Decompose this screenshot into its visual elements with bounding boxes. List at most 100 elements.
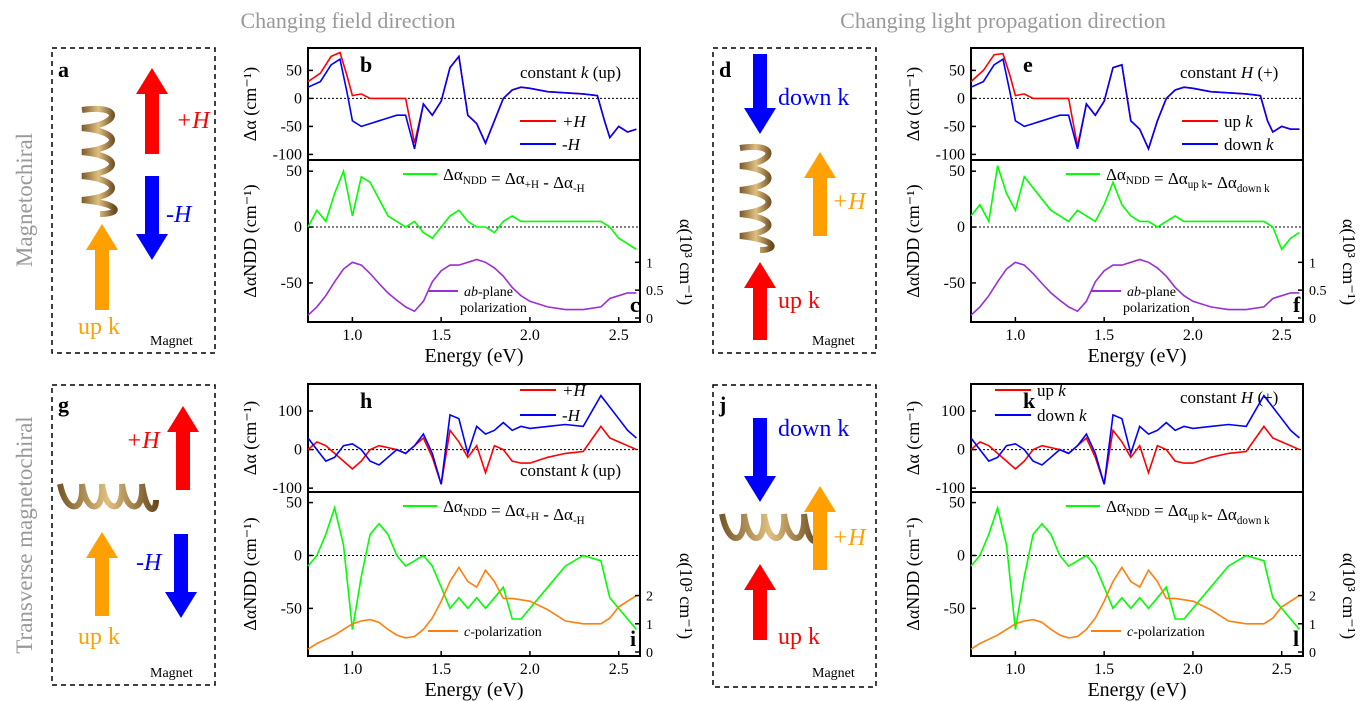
- y-tick-label: -50: [944, 275, 965, 292]
- header-left: Changing field direction: [240, 8, 455, 33]
- ndd-annotation-part: - Δα: [1207, 173, 1237, 192]
- field-minus-label: -H: [136, 550, 163, 576]
- helix-icon: [81, 105, 118, 217]
- annotation-b: constant k (up): [520, 63, 621, 82]
- annotation-h: constant k (up): [520, 461, 621, 480]
- arrow-down-icon: [136, 176, 168, 260]
- panel-letter-e: e: [1023, 52, 1033, 77]
- alpha-axis-label: α(10³ cm⁻¹): [675, 553, 696, 639]
- legend-label: +H: [562, 381, 587, 400]
- schematic-j: j down k +H up k Magnet: [712, 384, 877, 688]
- polarization-label-part: -polarization: [1133, 625, 1205, 640]
- arrow-up-icon: [804, 486, 836, 570]
- ndd-annotation-part: -H: [573, 515, 585, 527]
- ndd-annotation-part: Δα: [1106, 165, 1126, 184]
- k-label: up k: [78, 624, 120, 650]
- alpha-tick-label: 2: [1309, 590, 1316, 605]
- alpha-tick-label: 0: [646, 312, 653, 327]
- panel-letter-b: b: [360, 52, 372, 77]
- series-line-h: [307, 425, 637, 485]
- panel-letter-h: h: [360, 388, 372, 413]
- ndd-annotation-part: - Δα: [539, 505, 573, 524]
- x-tick-label: 1.0: [1005, 327, 1025, 344]
- y-tick-label: -50: [281, 600, 302, 617]
- schematic-a: a +H -H up k Magnet: [51, 47, 216, 354]
- panel-letter-g: g: [58, 392, 69, 417]
- chart-bc: -100 -50 0 50 b constant k (up) +H -H Δα (cm⁻¹) -…: [240, 47, 696, 367]
- plot-frame-f: [970, 159, 1304, 323]
- legend-label: up k: [1037, 381, 1066, 400]
- ndd-annotation-part: = Δα: [1150, 169, 1188, 188]
- panel-letter-i: i: [630, 626, 636, 651]
- legend-label-part: k: [1079, 406, 1087, 425]
- series-line-h: [307, 394, 637, 485]
- series-line-ndd: [307, 504, 638, 631]
- annotation-k: constant H (+): [1180, 388, 1278, 407]
- x-tick-label: 1.5: [1094, 327, 1114, 344]
- polarization-label: ab-plane: [1127, 285, 1176, 300]
- alpha-tick-label: 2: [646, 590, 653, 605]
- k-up-label: up k: [778, 288, 820, 314]
- annotation-b-part: (up): [588, 63, 621, 82]
- ndd-annotation-part: down k: [1237, 515, 1270, 527]
- alpha-axis-label: α(10³ cm⁻¹): [675, 219, 696, 305]
- polarization-label-part: c: [1127, 625, 1134, 640]
- polarization-label: polarization: [1123, 301, 1190, 316]
- annotation-h-part: (up): [588, 461, 621, 480]
- y-tick-label: -100: [273, 480, 302, 497]
- header-right: Changing light propagation direction: [840, 8, 1166, 33]
- annotation-b-part: k: [581, 63, 589, 82]
- polarization-label: c-polarization: [1127, 625, 1205, 640]
- polarization-label-part: -plane: [1141, 285, 1176, 300]
- legend-label: up k: [1224, 112, 1253, 131]
- ndd-annotation-part: +H: [525, 179, 539, 191]
- y-tick-label: -100: [936, 146, 965, 163]
- y-tick-label: 50: [286, 495, 302, 512]
- ndd-annotation: ΔαNDD = Δαup k- Δαdown k: [1106, 497, 1270, 527]
- y-tick-label: 0: [957, 90, 965, 107]
- arrow-up-icon: [744, 262, 776, 340]
- y-tick-label: 0: [957, 219, 965, 236]
- x-tick-label: 2.5: [1272, 661, 1292, 678]
- ndd-annotation: ΔαNDD = Δα+H - Δα-H: [443, 165, 585, 195]
- y-tick-label: 0: [957, 442, 965, 459]
- series-line-ndd: [970, 165, 1300, 251]
- polarization-label-part: -plane: [478, 285, 513, 300]
- panel-letter-c: c: [630, 292, 640, 317]
- arrow-up-icon: [136, 68, 168, 154]
- plot-frame-c: [307, 159, 641, 323]
- panel-letter-f: f: [1293, 292, 1301, 317]
- x-axis-label: Energy (eV): [424, 679, 523, 701]
- magnet-label: Magnet: [150, 666, 193, 681]
- annotation-e-part: H: [1240, 63, 1255, 82]
- ndd-annotation-part: NDD: [463, 175, 487, 187]
- ndd-annotation-part: +H: [525, 511, 539, 523]
- y-tick-label: 50: [949, 62, 965, 79]
- y-axis-label: ΔαNDD (cm⁻¹): [903, 184, 924, 297]
- field-plus-label: +H: [126, 428, 161, 454]
- alpha-tick-label: 0: [1309, 312, 1316, 327]
- y-tick-label: -50: [281, 118, 302, 135]
- y-axis-label: Δα (cm⁻¹): [903, 67, 924, 141]
- ndd-annotation-part: = Δα: [1150, 501, 1188, 520]
- series-line-k: [970, 394, 1300, 485]
- ndd-annotation-part: Δα: [443, 497, 463, 516]
- arrow-up-icon: [86, 532, 118, 616]
- alpha-tick-label: 1: [1309, 256, 1316, 271]
- legend-label: -H: [562, 135, 582, 154]
- y-tick-label: 0: [294, 90, 302, 107]
- y-axis-label: Δα (cm⁻¹): [240, 67, 261, 141]
- x-tick-label: 1.0: [1005, 661, 1025, 678]
- annotation-b-part: constant: [520, 63, 581, 82]
- y-tick-label: -50: [944, 600, 965, 617]
- legend-label-part: k: [1058, 381, 1066, 400]
- x-axis-label: Energy (eV): [424, 345, 523, 367]
- ndd-annotation: ΔαNDD = Δαup k- Δαdown k: [1106, 165, 1270, 195]
- polarization-label-part: c: [464, 625, 471, 640]
- x-tick-label: 2.5: [609, 661, 629, 678]
- y-tick-label: 0: [294, 442, 302, 459]
- x-tick-label: 1.0: [342, 327, 362, 344]
- arrow-up-icon: [804, 152, 836, 236]
